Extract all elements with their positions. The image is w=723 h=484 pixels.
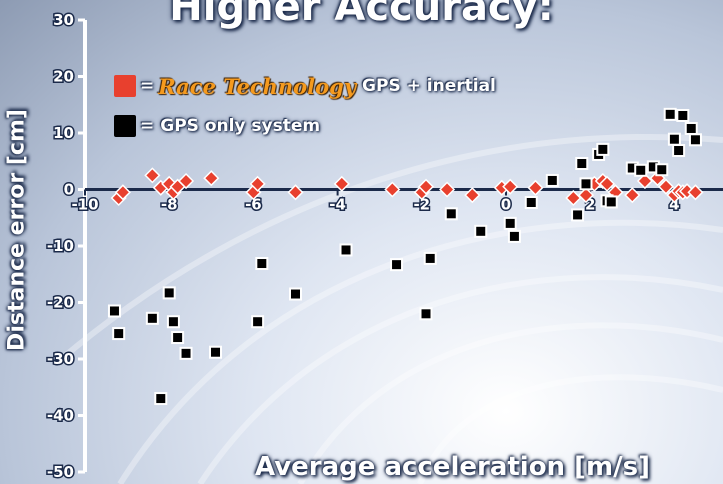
data-point-black-square [474,224,488,238]
data-point-black-square [503,216,517,230]
x-tick-label: -10 [71,196,98,214]
x-tick-label: -4 [329,196,346,214]
data-point-black-square [289,287,302,301]
legend: = Race Technology GPS + inertial = GPS o… [114,72,496,152]
data-point-red-diamond [287,184,304,201]
chart-title: Higher Accuracy: [169,0,554,30]
y-tick-label: -10 [47,237,74,255]
y-tick-label: -50 [47,463,74,481]
data-point-red-diamond [384,181,401,198]
y-tick-label: -30 [47,350,74,368]
y-tick-label: 10 [53,124,74,142]
data-point-red-diamond [565,189,582,207]
data-point-red-diamond [249,175,266,192]
data-point-red-diamond [624,187,641,204]
data-point-black-square [579,177,593,191]
data-point-red-diamond [114,184,131,201]
data-point-black-square [676,108,690,122]
data-point-black-square [688,133,702,147]
data-point-red-diamond [636,172,653,190]
data-point-red-diamond [687,184,704,201]
series-gps-only [107,107,702,406]
data-point-black-square [575,157,589,171]
brand-logo-text: Race Technology [158,73,357,99]
x-tick-label: -6 [245,196,262,214]
legend-item-gps-inertial: = Race Technology GPS + inertial [114,72,496,100]
legend-label: GPS only system [160,116,321,136]
data-point-black-square [684,121,698,135]
data-point-black-square [604,195,618,209]
data-point-black-square [634,163,648,177]
data-point-red-diamond [144,167,161,184]
data-point-black-square [571,208,585,222]
data-point-black-square [655,163,669,177]
y-axis-label: Distance error [cm] [4,109,30,351]
legend-prefix: = [140,116,155,136]
y-tick-label: 0 [64,181,74,199]
data-point-black-square [166,315,180,329]
data-point-black-square [171,331,185,345]
legend-prefix: = [140,76,155,96]
data-point-black-square [423,251,437,265]
y-tick-label: -40 [47,407,74,425]
data-point-black-square [390,258,404,272]
x-tick-label: -2 [413,196,430,214]
y-tick-label: 20 [53,68,74,86]
data-point-black-square [524,195,538,209]
data-point-black-square [419,307,433,321]
data-point-black-square [255,257,269,271]
black-square-swatch [114,115,136,137]
data-point-red-diamond [417,178,435,195]
data-point-black-square [596,142,610,156]
data-point-black-square [339,243,353,257]
data-point-black-square [251,315,265,329]
data-point-red-diamond [598,175,616,192]
data-point-red-diamond [527,179,544,196]
data-point-black-square [112,327,126,341]
data-point-black-square [107,304,121,318]
data-point-red-diamond [577,187,595,204]
data-point-black-square [667,132,681,146]
data-point-black-square [209,345,223,359]
data-point-black-square [663,107,677,121]
x-tick-label: 0 [501,196,511,214]
legend-item-gps-only: = GPS only system [114,112,496,140]
data-point-black-square [672,144,686,158]
x-axis-label: Average acceleration [m/s] [255,452,650,482]
series-gps-inertial [110,167,704,207]
y-tick-label: 30 [53,11,74,29]
data-point-red-diamond [438,181,456,198]
red-square-swatch [114,75,136,97]
data-point-black-square [545,173,559,187]
data-point-red-diamond [657,178,675,195]
y-tick-label: -20 [47,294,74,312]
data-point-black-square [162,286,176,300]
data-point-black-square [507,229,521,243]
data-point-black-square [145,311,159,325]
data-point-black-square [444,207,458,221]
data-point-black-square [154,392,168,406]
data-point-red-diamond [464,187,481,204]
data-point-red-diamond [203,170,220,187]
data-point-red-diamond [502,178,519,195]
data-point-red-diamond [333,175,350,192]
data-point-black-square [179,346,193,360]
data-point-red-diamond [177,172,195,190]
legend-label: GPS + inertial [362,76,496,96]
